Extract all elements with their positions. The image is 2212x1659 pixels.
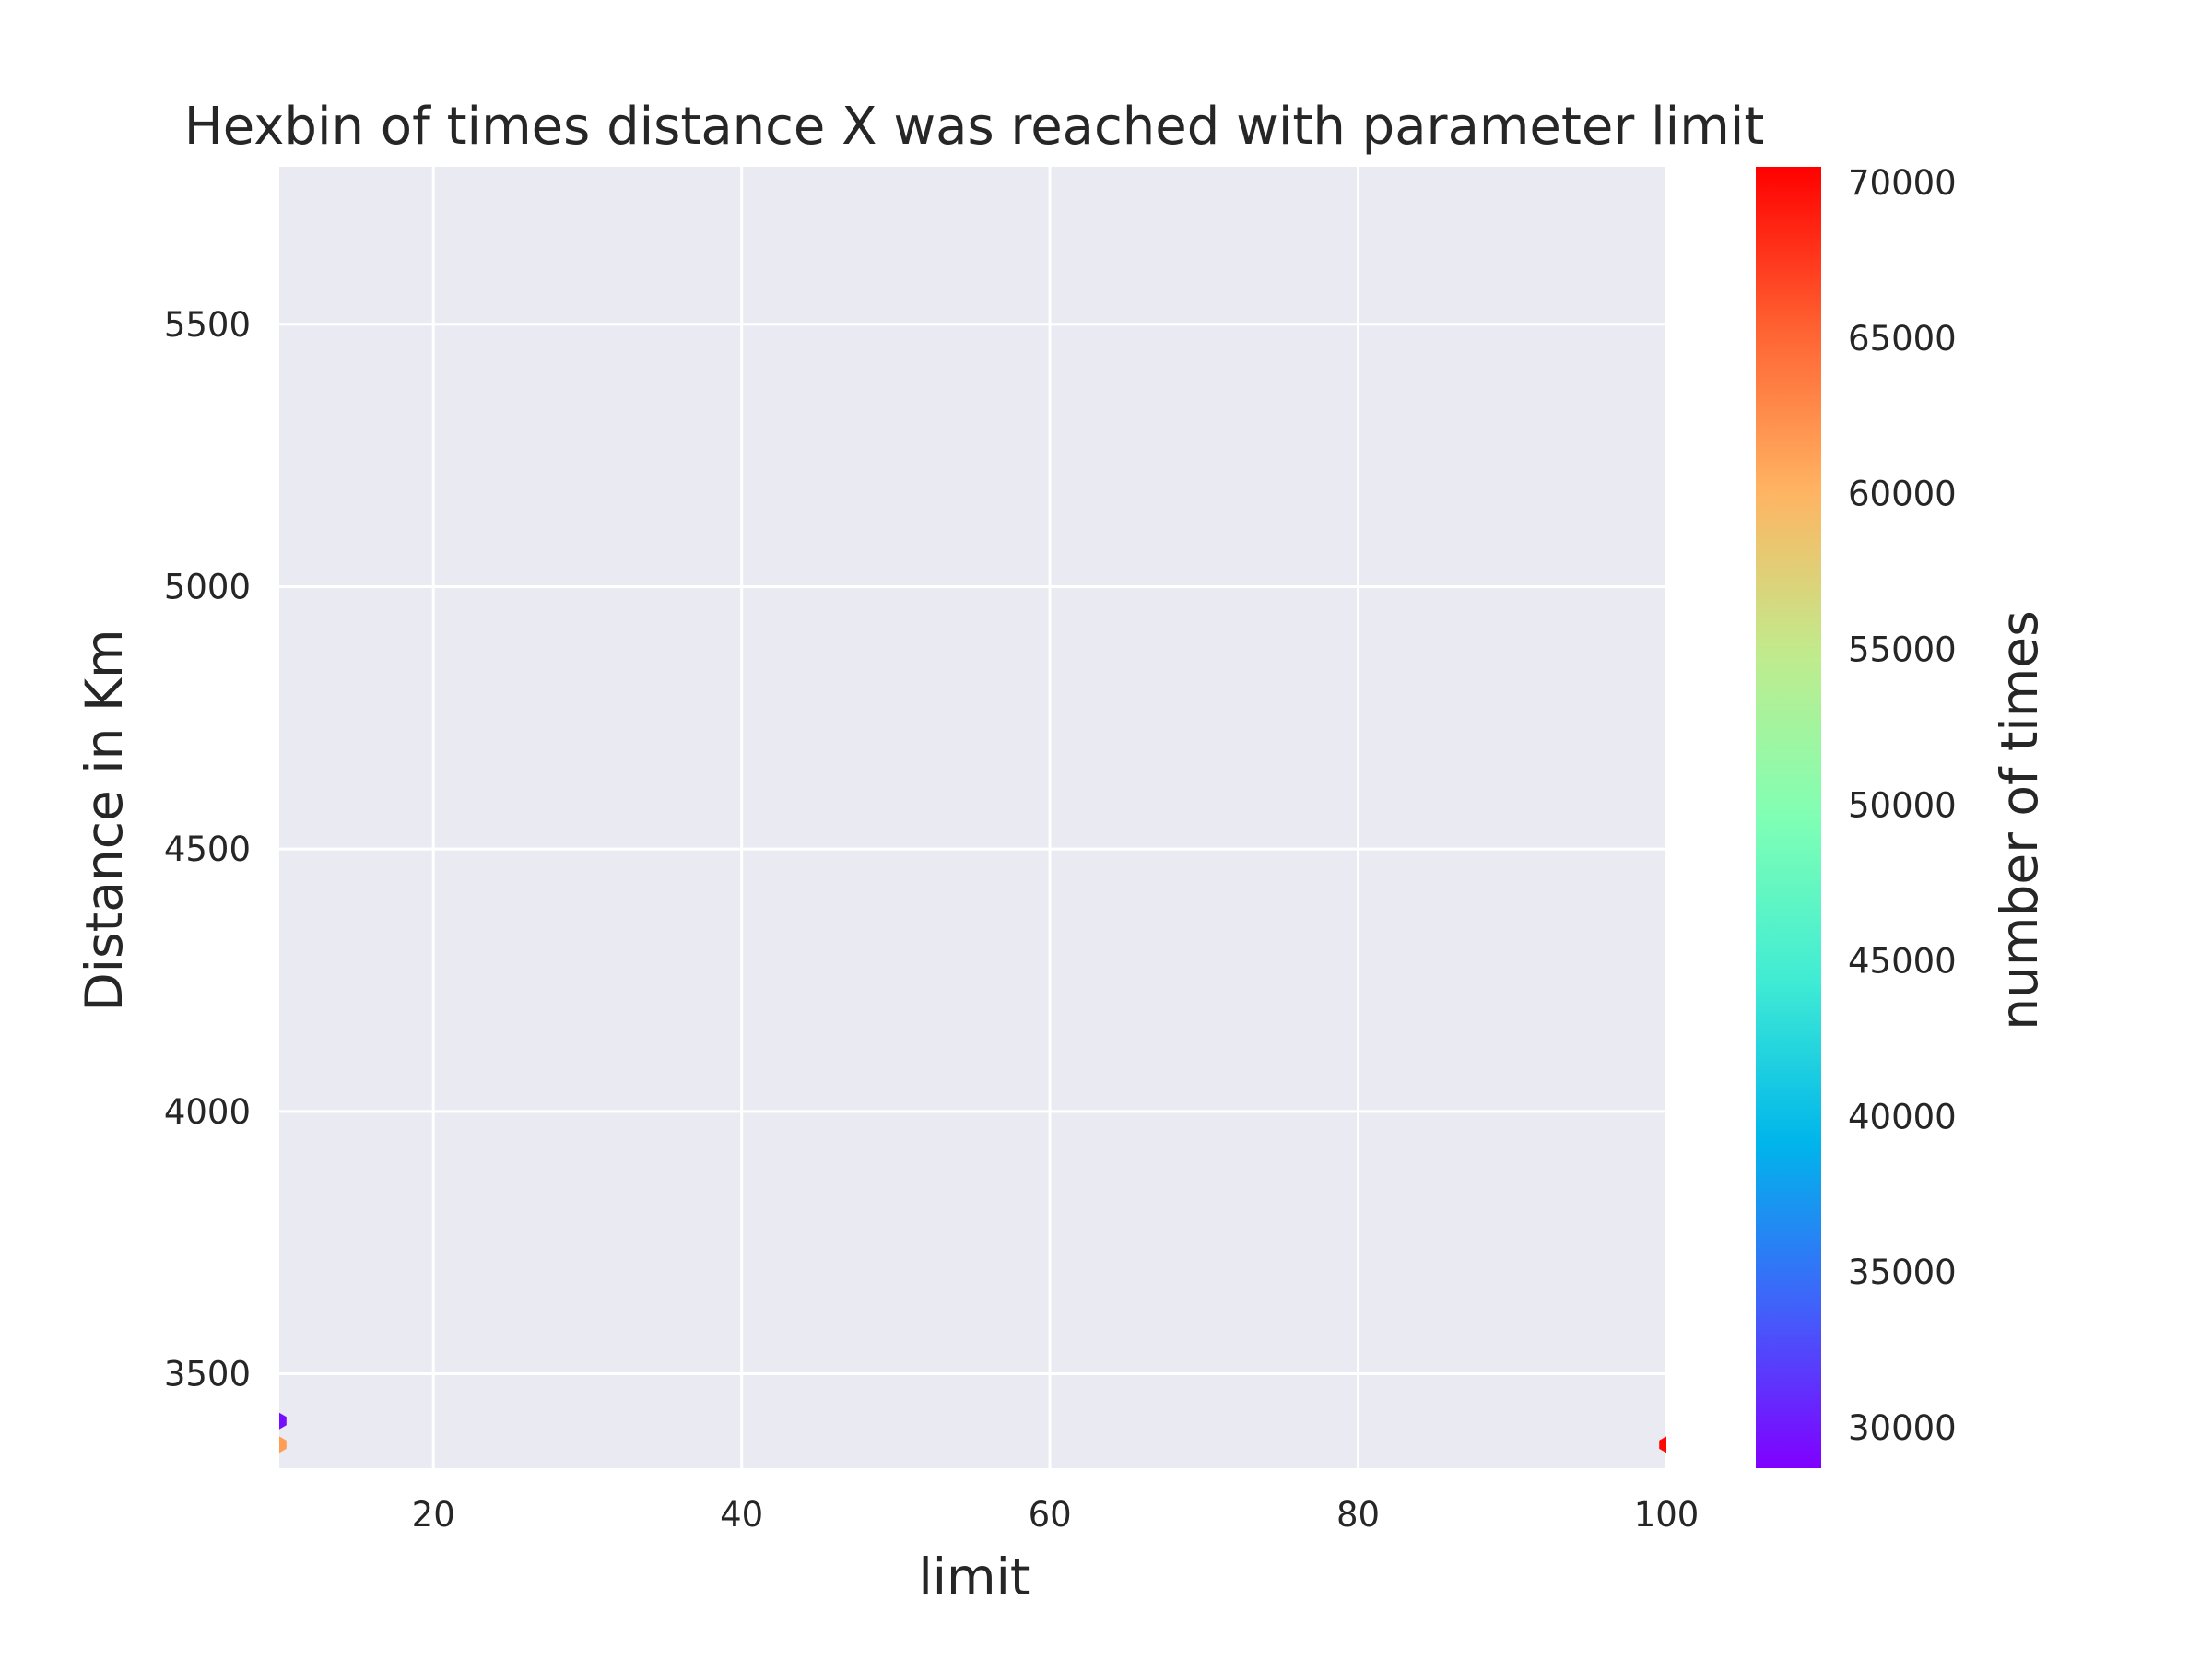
x-axis-label: limit xyxy=(919,1547,1030,1606)
colorbar-tick-label: 35000 xyxy=(1848,1253,1957,1292)
colorbar-tick-label: 65000 xyxy=(1848,319,1957,359)
y-tick-label: 4000 xyxy=(164,1092,251,1132)
x-tick-label: 80 xyxy=(1336,1495,1380,1535)
colorbar-gradient xyxy=(1756,167,1821,1468)
hexbin-cell xyxy=(1659,1436,1666,1453)
colorbar-tick-label: 40000 xyxy=(1848,1097,1957,1136)
hexbin-cells xyxy=(279,1412,1666,1453)
y-tick-label: 5500 xyxy=(164,305,251,345)
x-tick-label: 60 xyxy=(1029,1495,1072,1535)
colorbar: 30000 35000 40000 45000 50000 55000 60000 65000… xyxy=(1756,163,1957,1468)
y-tick-label: 4500 xyxy=(164,830,251,869)
x-tick-label: 40 xyxy=(720,1495,763,1535)
colorbar-tick-label: 70000 xyxy=(1848,163,1957,203)
colorbar-tick-label: 45000 xyxy=(1848,941,1957,981)
y-tick-label: 5000 xyxy=(164,567,251,606)
chart-title: Hexbin of times distance X was reached w… xyxy=(184,97,1765,157)
plot-area: 20 40 60 80 100 3500 4000 4500 5000 5500 xyxy=(164,167,1699,1535)
hexbin-cell xyxy=(279,1436,287,1453)
plot-background xyxy=(279,167,1666,1468)
colorbar-label: number of times xyxy=(1990,610,2049,1030)
x-tick-label: 20 xyxy=(412,1495,455,1535)
colorbar-tick-label: 60000 xyxy=(1848,475,1957,514)
x-tick-label: 100 xyxy=(1634,1495,1700,1535)
hexbin-cell xyxy=(279,1412,287,1430)
colorbar-tick-label: 30000 xyxy=(1848,1408,1957,1448)
y-tick-label: 3500 xyxy=(164,1355,251,1394)
y-axis-label: Distance in Km xyxy=(75,629,134,1011)
colorbar-tick-label: 55000 xyxy=(1848,630,1957,670)
colorbar-tick-label: 50000 xyxy=(1848,785,1957,825)
